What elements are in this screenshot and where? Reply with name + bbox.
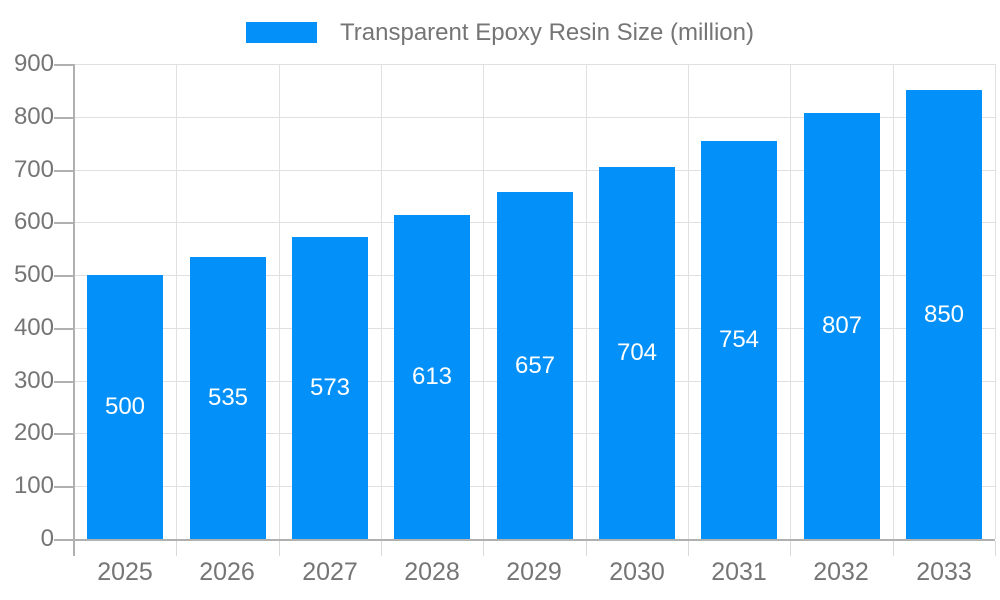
y-axis-tick [54, 222, 74, 224]
x-axis-tick [483, 541, 484, 556]
bar-value-label: 704 [616, 339, 658, 366]
gridline-vertical [688, 64, 689, 539]
y-axis-line [73, 64, 75, 556]
bar-value-label: 613 [411, 363, 453, 390]
x-axis-line [54, 539, 995, 541]
gridline-horizontal [74, 64, 995, 65]
y-axis-tick [54, 170, 74, 172]
bar-2025[interactable]: 500 [87, 275, 163, 539]
bar-value-label: 754 [718, 326, 760, 353]
x-axis-label: 2032 [813, 558, 869, 586]
bar-value-label: 500 [104, 393, 146, 420]
y-axis-label: 300 [13, 367, 54, 394]
x-axis-tick [176, 541, 177, 556]
x-axis-tick [995, 541, 996, 556]
x-axis-label: 2028 [404, 558, 460, 586]
x-axis-tick [381, 541, 382, 556]
bar-2026[interactable]: 535 [190, 257, 266, 539]
legend-swatch-icon [246, 22, 318, 43]
x-axis-label: 2031 [711, 558, 767, 586]
legend-label: Transparent Epoxy Resin Size (million) [340, 18, 754, 46]
y-axis-tick [54, 433, 74, 435]
x-axis-label: 2033 [916, 558, 972, 586]
gridline-horizontal [74, 170, 995, 171]
y-axis-label: 100 [13, 472, 54, 499]
x-axis-label: 2029 [506, 558, 562, 586]
bar-2029[interactable]: 657 [497, 192, 573, 539]
y-axis-label: 700 [13, 156, 54, 183]
gridline-vertical [586, 64, 587, 539]
gridline-vertical [279, 64, 280, 539]
bar-2033[interactable]: 850 [906, 90, 982, 539]
y-axis-tick [54, 381, 74, 383]
bar-value-label: 535 [207, 384, 249, 411]
bar-2027[interactable]: 573 [292, 237, 368, 539]
gridline-vertical [176, 64, 177, 539]
y-axis-label: 400 [13, 314, 54, 341]
gridline-vertical [790, 64, 791, 539]
x-axis-label: 2030 [609, 558, 665, 586]
y-axis-tick [54, 275, 74, 277]
bar-value-label: 850 [923, 300, 965, 328]
y-axis-label: 500 [13, 261, 54, 288]
x-axis-tick [893, 541, 894, 556]
bar-2028[interactable]: 613 [394, 215, 470, 539]
y-axis-label: 900 [13, 50, 54, 77]
gridline-vertical [893, 64, 894, 539]
gridline-vertical [381, 64, 382, 539]
bar-2031[interactable]: 754 [701, 141, 777, 539]
x-axis-label: 2027 [302, 558, 358, 586]
y-axis-tick [54, 117, 74, 119]
x-axis-label: 2025 [97, 558, 153, 586]
bar-2030[interactable]: 704 [599, 167, 675, 539]
bar-2032[interactable]: 807 [804, 113, 880, 539]
bar-value-label: 573 [309, 374, 351, 401]
x-axis-tick [279, 541, 280, 556]
y-axis-tick [54, 64, 74, 66]
y-axis-tick [54, 328, 74, 330]
y-axis-tick [54, 486, 74, 488]
x-axis-tick [688, 541, 689, 556]
gridline-vertical [995, 64, 996, 539]
x-axis-label: 2026 [199, 558, 255, 586]
x-axis-tick [586, 541, 587, 556]
bar-value-label: 657 [514, 351, 556, 379]
y-axis-tick [54, 539, 74, 541]
y-axis-label: 0 [40, 525, 54, 552]
x-axis-tick [790, 541, 791, 556]
chart-legend[interactable]: Transparent Epoxy Resin Size (million) [0, 19, 1000, 46]
gridline-vertical [483, 64, 484, 539]
bar-value-label: 807 [821, 312, 863, 339]
y-axis-label: 800 [13, 103, 54, 130]
y-axis-label: 200 [13, 419, 54, 446]
gridline-horizontal [74, 117, 995, 118]
y-axis-label: 600 [13, 208, 54, 235]
